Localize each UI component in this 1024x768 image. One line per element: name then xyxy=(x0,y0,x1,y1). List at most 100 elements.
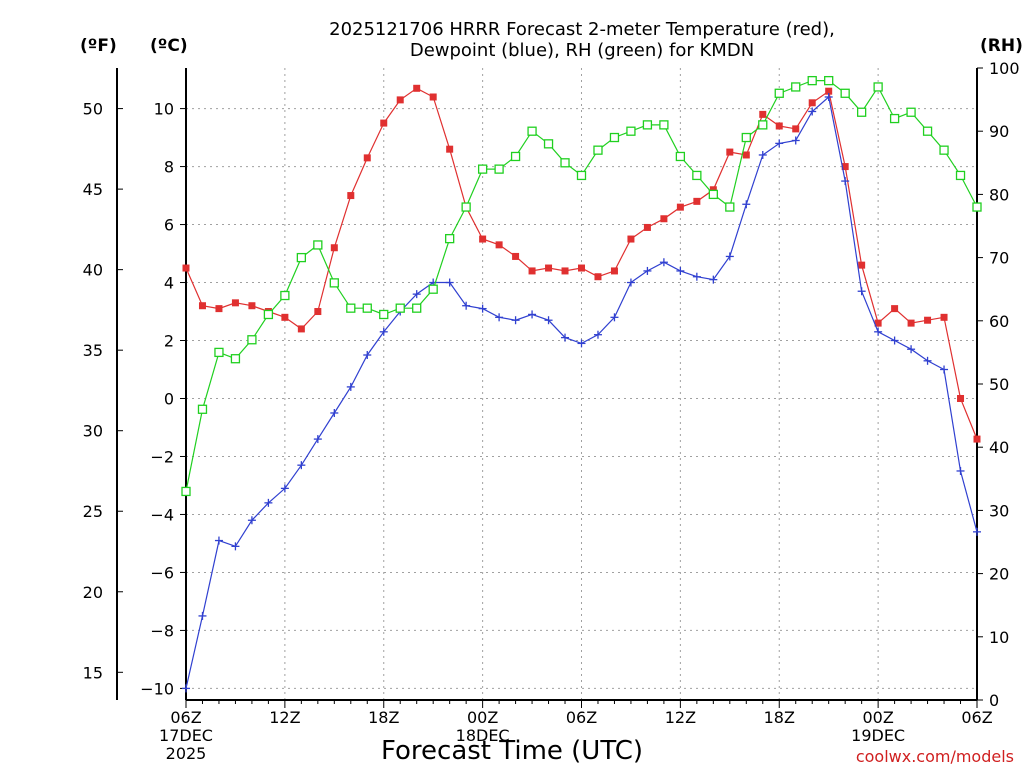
rh-point xyxy=(692,170,702,181)
temperature-point xyxy=(775,122,783,130)
rh-point xyxy=(626,126,636,136)
rh-point xyxy=(263,309,274,320)
rh-tick-label: 20 xyxy=(989,565,1009,584)
temperature-point xyxy=(825,87,833,95)
dewpoint-point xyxy=(363,351,372,360)
dewpoint-point xyxy=(280,484,289,493)
rh-point xyxy=(428,284,438,294)
x-axis-label: Forecast Time (UTC) xyxy=(381,736,643,766)
rh-point xyxy=(955,170,966,181)
rh-tick-label: 30 xyxy=(989,501,1009,520)
temperature-point xyxy=(413,84,421,92)
temperature-point xyxy=(759,110,767,118)
temperature-point xyxy=(314,308,322,316)
rh-point xyxy=(379,309,389,320)
celsius-tick-label: 8 xyxy=(164,158,174,177)
credit-text[interactable]: coolwx.com/models xyxy=(856,747,1014,766)
x-tick-label: 00Z xyxy=(862,708,893,727)
temperature-point xyxy=(973,435,981,443)
celsius-tick-label: −4 xyxy=(150,505,174,524)
rh-point xyxy=(642,120,653,130)
fahrenheit-tick-label: 45 xyxy=(83,180,103,199)
temperature-point xyxy=(347,192,355,200)
dewpoint-point xyxy=(462,301,471,310)
rh-point xyxy=(477,164,488,174)
rh-tick-label: 10 xyxy=(989,628,1009,647)
temperature-point xyxy=(858,261,866,269)
dewpoint-point xyxy=(379,327,388,336)
rh-tick-label: 40 xyxy=(989,438,1009,457)
celsius-tick-label: 4 xyxy=(164,274,174,293)
rh-point xyxy=(609,132,620,143)
rh-point xyxy=(412,303,422,313)
temperature-point xyxy=(874,319,882,327)
rh-point xyxy=(280,290,290,301)
dewpoint-point xyxy=(758,150,767,159)
rh-point xyxy=(708,189,718,200)
dewpoint-point xyxy=(659,258,668,267)
x-tick-label: 18Z xyxy=(764,708,795,727)
rh-point xyxy=(807,75,817,86)
fahrenheit-unit-label: (ºF) xyxy=(80,36,117,56)
rh-point xyxy=(840,88,850,98)
fahrenheit-tick-label: 50 xyxy=(83,100,103,119)
chart-title-line-2: Dewpoint (blue), RH (green) for KMDN xyxy=(410,40,754,61)
temperature-point xyxy=(610,267,618,275)
rh-tick-label: 60 xyxy=(989,312,1009,331)
dewpoint-point xyxy=(940,365,949,374)
axes xyxy=(116,68,978,701)
dewpoint-point xyxy=(956,466,965,475)
fahrenheit-tick-label: 35 xyxy=(83,341,103,360)
temperature-point xyxy=(660,215,668,223)
rh-point xyxy=(214,347,224,358)
rh-point xyxy=(230,354,241,364)
dewpoint-point xyxy=(791,136,800,145)
dewpoint-point xyxy=(264,498,273,507)
celsius-tick-label: 6 xyxy=(164,216,174,235)
x-tick-label: 06Z xyxy=(961,708,992,727)
rh-tick-label: 70 xyxy=(989,249,1009,268)
x-tick-label: 06Z xyxy=(170,708,201,727)
temperature-point xyxy=(841,163,849,171)
rh-point xyxy=(939,145,949,155)
dewpoint-point xyxy=(742,200,751,209)
dewpoint-point xyxy=(824,92,833,101)
x-tick-label: 12Z xyxy=(269,708,300,727)
rh-point xyxy=(741,132,751,143)
rh-point xyxy=(758,120,768,130)
temperature-point xyxy=(363,154,371,162)
rh-point xyxy=(560,158,570,168)
rh-point xyxy=(873,82,883,92)
x-tick-label: 18DEC xyxy=(456,726,510,745)
temperature-point xyxy=(907,319,915,327)
data-series xyxy=(181,75,982,693)
temperature-point xyxy=(231,299,239,307)
temperature-point xyxy=(561,267,569,275)
x-tick-label: 06Z xyxy=(566,708,597,727)
dewpoint-point xyxy=(890,336,899,345)
dewpoint-point xyxy=(593,330,602,339)
temperature-point xyxy=(512,252,520,260)
rh-tick-label: 50 xyxy=(989,375,1009,394)
rh-point xyxy=(445,233,455,244)
temperature-point xyxy=(924,316,932,324)
x-tick-label: 18Z xyxy=(368,708,399,727)
rh-point xyxy=(329,278,339,288)
temperature-point xyxy=(479,235,487,243)
rh-point xyxy=(181,486,191,497)
x-tick-label: 17DEC xyxy=(159,726,213,745)
temperature-point xyxy=(792,125,800,133)
rh-point xyxy=(395,303,405,313)
dewpoint-point xyxy=(231,542,240,551)
dewpoint-point xyxy=(626,278,635,287)
series-dewpoint xyxy=(182,92,981,693)
rh-point xyxy=(362,303,372,313)
temperature-point xyxy=(248,302,256,310)
temperature-point xyxy=(643,223,651,231)
x-tick-label: 19DEC xyxy=(851,726,905,745)
temperature-point xyxy=(627,235,635,243)
rh-point xyxy=(593,145,603,155)
series-temperature xyxy=(182,84,981,443)
rh-point xyxy=(889,113,900,124)
